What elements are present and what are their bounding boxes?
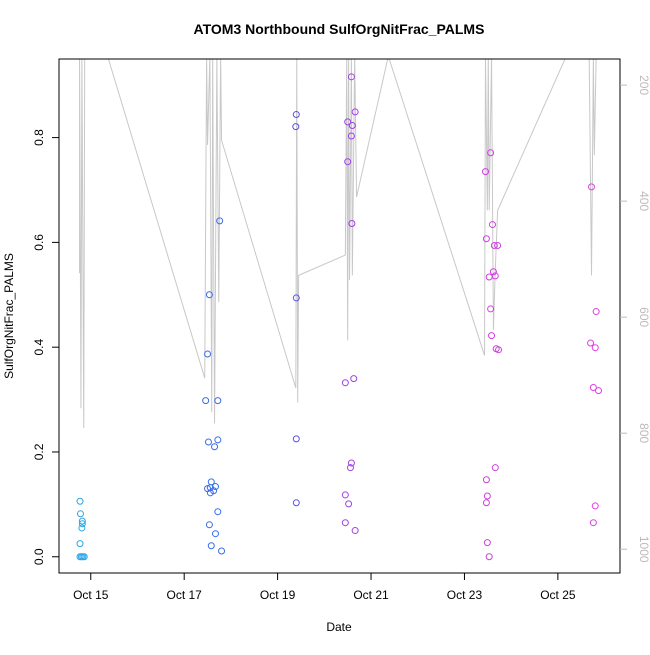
x-tick-label: Oct 25 <box>540 588 576 602</box>
chart-title: ATOM3 Northbound SulfOrgNitFrac_PALMS <box>194 21 485 37</box>
data-point <box>345 500 353 508</box>
plot-frame <box>58 58 621 574</box>
y2-tick-label: 600 <box>637 307 650 327</box>
data-point <box>344 158 352 166</box>
data-point <box>341 379 349 387</box>
data-point <box>591 502 599 510</box>
x-tick-label: Oct 19 <box>260 588 296 602</box>
data-point <box>205 521 213 529</box>
data-point <box>488 332 496 340</box>
data-point <box>78 524 86 532</box>
data-point <box>591 344 599 352</box>
data-point <box>491 464 499 472</box>
data-point <box>214 436 222 444</box>
data-point <box>351 527 359 535</box>
data-point <box>292 435 300 443</box>
data-point <box>587 339 595 347</box>
data-point <box>292 294 300 302</box>
data-point <box>494 242 502 250</box>
data-point <box>216 217 224 225</box>
data-point <box>341 491 349 499</box>
data-point <box>80 553 88 561</box>
data-point <box>490 242 498 250</box>
data-point <box>206 489 214 497</box>
data-point <box>214 397 222 405</box>
data-point <box>347 73 355 81</box>
x-tick-label: Oct 15 <box>73 588 109 602</box>
data-point <box>595 387 603 395</box>
y-tick-label: 0.2 <box>32 443 46 460</box>
data-point <box>214 508 222 516</box>
y2-tick-label: 400 <box>637 191 650 211</box>
x-tick-label: Oct 21 <box>353 588 389 602</box>
x-tick-label: Oct 17 <box>167 588 203 602</box>
data-point <box>589 519 597 527</box>
data-point <box>76 510 84 518</box>
data-point <box>204 350 212 358</box>
data-point <box>292 123 300 131</box>
data-point <box>78 520 86 528</box>
pressure-line <box>79 59 597 428</box>
y2-tick-label: 200 <box>637 75 650 95</box>
data-point <box>292 111 300 119</box>
data-point <box>588 183 596 191</box>
x-axis-label: Date <box>326 620 352 634</box>
data-point <box>78 517 86 525</box>
data-point <box>488 221 496 229</box>
data-point <box>344 118 352 126</box>
data-point <box>351 108 359 116</box>
data-point <box>347 132 355 140</box>
plot-area <box>76 59 603 561</box>
y2-tick-label: 800 <box>637 423 650 443</box>
x-tick-label: Oct 23 <box>447 588 483 602</box>
y-tick-label: 0.4 <box>32 339 46 356</box>
data-point <box>487 305 495 313</box>
y2-tick-label: 1000 <box>637 536 650 563</box>
data-point <box>341 519 349 527</box>
data-point <box>292 499 300 507</box>
y-tick-label: 0.6 <box>32 234 46 251</box>
data-point <box>348 220 356 228</box>
data-point <box>76 540 84 548</box>
data-point <box>482 235 490 243</box>
data-point <box>218 547 226 555</box>
y-tick-label: 0.8 <box>32 129 46 146</box>
data-point <box>211 530 219 538</box>
data-point <box>205 291 213 299</box>
data-point <box>482 499 490 507</box>
data-point <box>481 168 489 176</box>
data-point <box>483 539 491 547</box>
data-point <box>592 308 600 316</box>
data-point <box>76 497 84 505</box>
data-point <box>350 375 358 383</box>
data-point <box>487 149 495 157</box>
data-point <box>211 443 219 451</box>
data-point <box>348 122 356 130</box>
data-point <box>482 476 490 484</box>
data-point <box>485 273 493 281</box>
data-point <box>485 553 493 561</box>
data-point <box>489 268 497 276</box>
data-point <box>495 346 503 354</box>
data-point <box>483 492 491 500</box>
data-point <box>211 483 219 491</box>
data-point <box>347 459 355 467</box>
data-point <box>202 397 210 405</box>
y-axis-label: SulfOrgNitFrac_PALMS <box>2 253 16 379</box>
data-point <box>589 384 597 392</box>
data-point <box>346 464 354 472</box>
y-tick-label: 0.0 <box>32 548 46 565</box>
data-point <box>204 438 212 446</box>
data-point <box>207 542 215 550</box>
